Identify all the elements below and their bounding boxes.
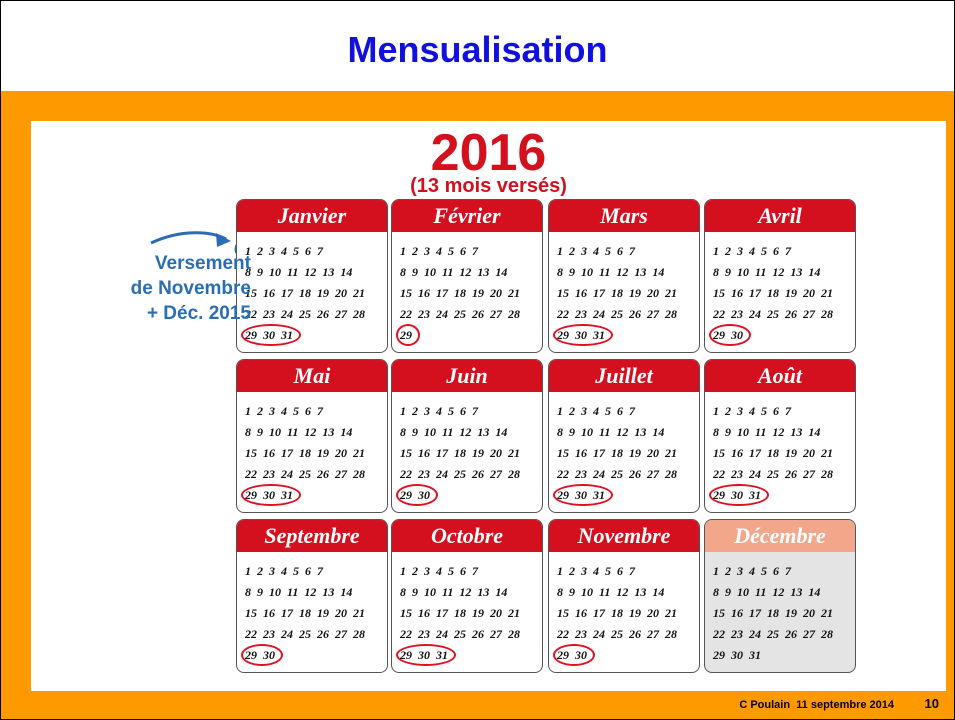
week: 15 16 17 18 19 20 21 [245,446,365,460]
week: 29 30 31 [713,648,761,662]
month-name: Juillet [549,360,699,392]
week: 8 9 10 11 12 13 14 [557,265,665,279]
circle [396,644,456,666]
month-name: Novembre [549,520,699,552]
week: 8 9 10 11 12 13 14 [245,265,353,279]
subtitle: (13 mois versés) [410,175,567,197]
month: Mars 1 2 3 4 5 6 7 8 9 10 11 12 13 14 15 16… [548,199,700,353]
header: Mensualisation [1,1,954,91]
month: Octobre 1 2 3 4 5 6 7 8 9 10 11 12 13 14 15… [391,519,543,673]
month: Août 1 2 3 4 5 6 7 8 9 10 11 12 13 14 15 16… [704,359,856,513]
month-name: Juin [392,360,542,392]
circle [241,644,283,666]
calendar-image: 2016 (13 mois versés) Janvier 1 2 3 4 5 6… [31,121,946,691]
week: 22 23 24 25 26 27 28 [245,627,365,641]
week: 1 2 3 4 5 6 7 [245,404,323,418]
week: 1 2 3 4 5 6 7 [245,244,323,258]
week: 15 16 17 18 19 20 21 [400,286,520,300]
month-name: Février [392,200,542,232]
month: Novembre 1 2 3 4 5 6 7 8 9 10 11 12 13 14 1… [548,519,700,673]
annotation: Versement [154,253,251,274]
month-name: Mai [237,360,387,392]
week: 22 23 24 25 26 27 28 [713,627,833,641]
month: Septembre 1 2 3 4 5 6 7 8 9 10 11 12 13 14… [236,519,388,673]
circle [553,644,595,666]
week: 15 16 17 18 19 20 21 [557,286,677,300]
week: 15 16 17 18 19 20 21 [557,606,677,620]
week: 8 9 10 11 12 13 14 [713,265,821,279]
week: 22 23 24 25 26 27 28 [400,627,520,641]
month-name: Mars [549,200,699,232]
week: 1 2 3 4 5 6 7 [713,244,791,258]
month: Janvier 1 2 3 4 5 6 7 8 9 10 11 12 13 14 15… [236,199,388,353]
week: 8 9 10 11 12 13 14 [245,425,353,439]
week: 1 2 3 4 5 6 7 [245,564,323,578]
circle [709,484,769,506]
week: 22 23 24 25 26 27 28 [400,307,520,321]
title: Mensualisation [347,29,608,70]
week: 15 16 17 18 19 20 21 [245,286,365,300]
week: 8 9 10 11 12 13 14 [400,265,508,279]
week: 8 9 10 11 12 13 14 [400,425,508,439]
month: Décembre 1 2 3 4 5 6 7 8 9 10 11 12 13 14 1… [704,519,856,673]
week: 1 2 3 4 5 6 7 [400,404,478,418]
week: 8 9 10 11 12 13 14 [400,585,508,599]
circle [241,324,301,346]
annotation: + Déc. 2015 [146,303,251,324]
week: 22 23 24 25 26 27 28 [557,307,677,321]
week: 15 16 17 18 19 20 21 [400,606,520,620]
week: 8 9 10 11 12 13 14 [557,585,665,599]
month-name: Avril [705,200,855,232]
week: 22 23 24 25 26 27 28 [713,307,833,321]
week: 1 2 3 4 5 6 7 [557,404,635,418]
week: 15 16 17 18 19 20 21 [713,606,833,620]
week: 8 9 10 11 12 13 14 [713,425,821,439]
month-name: Août [705,360,855,392]
week: 8 9 10 11 12 13 14 [245,585,353,599]
footer-author: C Poulain 11 septembre 2014 [739,699,894,711]
week: 1 2 3 4 5 6 7 [557,564,635,578]
month: Avril 1 2 3 4 5 6 7 8 9 10 11 12 13 14 15 1… [704,199,856,353]
circle [709,324,751,346]
circle [241,484,301,506]
week: 22 23 24 25 26 27 28 [713,467,833,481]
circle [553,324,613,346]
page-number: 10 [924,696,939,711]
week: 22 23 24 25 26 27 28 [557,467,677,481]
week: 22 23 24 25 26 27 28 [557,627,677,641]
month: Juillet 1 2 3 4 5 6 7 8 9 10 11 12 13 14 15… [548,359,700,513]
week: 22 23 24 25 26 27 28 [245,467,365,481]
circle [396,324,420,346]
week: 22 23 24 25 26 27 28 [400,467,520,481]
circle [553,484,613,506]
circle [396,484,438,506]
week: 1 2 3 4 5 6 7 [400,244,478,258]
year: 2016 [430,124,547,182]
week: 15 16 17 18 19 20 21 [400,446,520,460]
week: 22 23 24 25 26 27 28 [245,307,365,321]
week: 1 2 3 4 5 6 7 [713,564,791,578]
month: Février 1 2 3 4 5 6 7 8 9 10 11 12 13 14 15… [391,199,543,353]
month: Mai 1 2 3 4 5 6 7 8 9 10 11 12 13 14 15 16 … [236,359,388,513]
month-name: Janvier [237,200,387,232]
week: 15 16 17 18 19 20 21 [713,286,833,300]
month-name: Octobre [392,520,542,552]
week: 8 9 10 11 12 13 14 [713,585,821,599]
week: 1 2 3 4 5 6 7 [557,244,635,258]
month: Juin 1 2 3 4 5 6 7 8 9 10 11 12 13 14 15 16… [391,359,543,513]
week: 1 2 3 4 5 6 7 [713,404,791,418]
week: 8 9 10 11 12 13 14 [557,425,665,439]
week: 15 16 17 18 19 20 21 [557,446,677,460]
week: 15 16 17 18 19 20 21 [245,606,365,620]
week: 15 16 17 18 19 20 21 [713,446,833,460]
month-name: Septembre [237,520,387,552]
month-name: Décembre [705,520,855,552]
annotation: de Novembre [130,278,251,299]
week: 1 2 3 4 5 6 7 [400,564,478,578]
